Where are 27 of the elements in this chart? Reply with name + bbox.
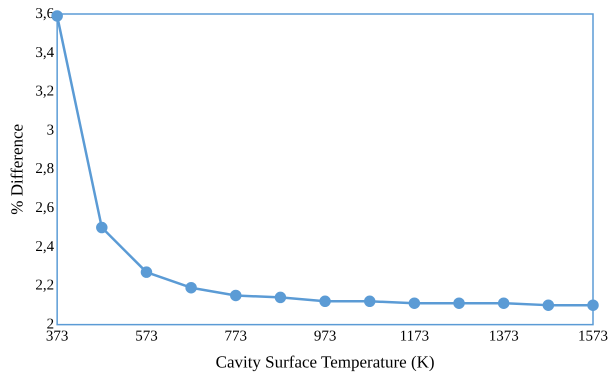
point (498, 297, 510, 309)
y-tick-label: 3,4 (35, 44, 55, 61)
point (364, 296, 376, 308)
x-tick-label: 373 (46, 328, 68, 345)
point (274, 292, 286, 304)
x-tick-label: 1373 (488, 328, 519, 345)
y-tick-label: 3 (46, 122, 54, 138)
x-tick-label: 973 (314, 328, 336, 345)
point (96, 222, 108, 234)
y-tick-label: 3,2 (35, 84, 54, 100)
point (542, 299, 554, 311)
point (140, 266, 152, 278)
x-axis-title: Cavity Surface Temperature (K) (216, 352, 435, 372)
point (453, 297, 465, 309)
point (230, 290, 242, 302)
x-tick-label: 1573 (578, 328, 608, 345)
point (185, 282, 197, 294)
x-tick-label: 573 (135, 328, 158, 345)
point (408, 297, 420, 309)
y-tick-label: 2,4 (35, 238, 55, 255)
y-tick-label: 2,2 (35, 278, 54, 294)
x-tick-label: 1173 (400, 328, 430, 345)
point (319, 296, 331, 308)
y-axis-title: % Difference (8, 124, 27, 215)
y-tick-label: 2,6 (35, 200, 55, 216)
y-tick-label: 2,8 (35, 161, 54, 178)
x-tick-label: 773 (224, 328, 248, 345)
